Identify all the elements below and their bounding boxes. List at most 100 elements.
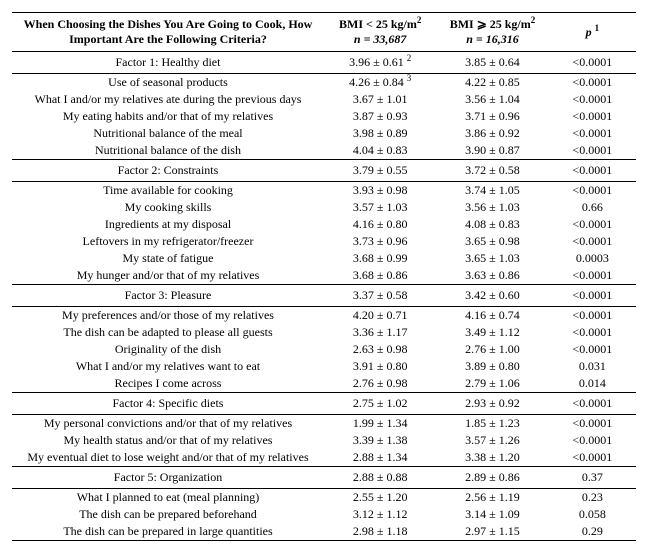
table-body: Factor 1: Healthy diet3.96 ± 0.61 23.85 … [12,52,636,541]
row-label: Time available for cooking [12,182,324,200]
table-row: What I planned to eat (meal planning) 2.5… [12,489,636,507]
factor-g1: 3.37 ± 0.58 [324,285,436,307]
table-row: The dish can be prepared beforehand3.12 … [12,506,636,523]
row-label: What I and/or my relatives want to eat [12,358,324,375]
criteria-table: When Choosing the Dishes You Are Going t… [12,12,636,541]
row-g1: 3.73 ± 0.96 [324,233,436,250]
row-g2: 3.89 ± 0.80 [436,358,548,375]
row-p: <0.0001 [549,415,636,433]
row-g1: 3.98 ± 0.89 [324,125,436,142]
row-p: <0.0001 [549,307,636,325]
header-group1-n: n = 33,687 [354,32,407,46]
row-g2: 4.22 ± 0.85 [436,74,548,92]
factor-row: Factor 1: Healthy diet3.96 ± 0.61 23.85 … [12,52,636,74]
row-p: <0.0001 [549,267,636,285]
factor-g2: 2.89 ± 0.86 [436,467,548,489]
row-g2: 3.57 ± 1.26 [436,432,548,449]
row-g1: 3.93 ± 0.98 [324,182,436,200]
row-g1: 3.36 ± 1.17 [324,324,436,341]
row-p: <0.0001 [549,324,636,341]
factor-row: Factor 2: Constraints3.79 ± 0.553.72 ± 0… [12,160,636,182]
row-p: <0.0001 [549,449,636,467]
table-row: Originality of the dish2.63 ± 0.982.76 ±… [12,341,636,358]
table-row: The dish can be prepared in large quanti… [12,523,636,541]
table-row: My preferences and/or those of my relati… [12,307,636,325]
row-label: My hunger and/or that of my relatives [12,267,324,285]
row-label: My personal convictions and/or that of m… [12,415,324,433]
table-row: My state of fatigue3.68 ± 0.993.65 ± 1.0… [12,250,636,267]
factor-name: Factor 3: Pleasure [12,285,324,307]
factor-name: Factor 2: Constraints [12,160,324,182]
table-row: Leftovers in my refrigerator/freezer3.73… [12,233,636,250]
row-p: 0.0003 [549,250,636,267]
row-p: <0.0001 [549,233,636,250]
row-p: 0.23 [549,489,636,507]
row-g1: 4.16 ± 0.80 [324,216,436,233]
row-g2: 3.38 ± 1.20 [436,449,548,467]
row-label: Ingredients at my disposal [12,216,324,233]
row-g2: 3.90 ± 0.87 [436,142,548,160]
header-group1-sq: 2 [417,15,422,25]
row-g1: 4.20 ± 0.71 [324,307,436,325]
row-g2: 2.56 ± 1.19 [436,489,548,507]
row-p: <0.0001 [549,341,636,358]
row-label: My cooking skills [12,199,324,216]
factor-row: Factor 4: Specific diets2.75 ± 1.022.93 … [12,393,636,415]
table-row: My cooking skills3.57 ± 1.033.56 ± 1.030… [12,199,636,216]
factor-g1: 2.88 ± 0.88 [324,467,436,489]
header-question: When Choosing the Dishes You Are Going t… [12,13,324,52]
row-g2: 3.74 ± 1.05 [436,182,548,200]
header-group1: BMI < 25 kg/m2 n = 33,687 [324,13,436,52]
header-group2-line1: BMI ⩾ 25 kg/m [450,17,531,31]
row-g1: 3.68 ± 0.99 [324,250,436,267]
factor-p: 0.37 [549,467,636,489]
row-p: <0.0001 [549,182,636,200]
row-p: <0.0001 [549,216,636,233]
row-p: 0.66 [549,199,636,216]
factor-p: <0.0001 [549,285,636,307]
row-label: Use of seasonal products [12,74,324,92]
row-g2: 3.14 ± 1.09 [436,506,548,523]
header-group2-sq: 2 [531,15,536,25]
table-row: My personal convictions and/or that of m… [12,415,636,433]
table-row: Use of seasonal products4.26 ± 0.84 34.2… [12,74,636,92]
row-label: Nutritional balance of the meal [12,125,324,142]
header-group2-n: n = 16,316 [466,32,519,46]
row-g2: 3.65 ± 0.98 [436,233,548,250]
row-g1: 3.39 ± 1.38 [324,432,436,449]
factor-name: Factor 5: Organization [12,467,324,489]
row-label: What I and/or my relatives ate during th… [12,91,324,108]
table-row: The dish can be adapted to please all gu… [12,324,636,341]
row-label: Originality of the dish [12,341,324,358]
factor-g1: 2.75 ± 1.02 [324,393,436,415]
row-g2: 3.56 ± 1.04 [436,91,548,108]
row-g1: 2.63 ± 0.98 [324,341,436,358]
header-question-text: When Choosing the Dishes You Are Going t… [24,17,313,46]
row-p: 0.29 [549,523,636,541]
row-g2: 4.08 ± 0.83 [436,216,548,233]
table-row: Ingredients at my disposal4.16 ± 0.804.0… [12,216,636,233]
factor-name: Factor 1: Healthy diet [12,52,324,74]
row-g2: 3.49 ± 1.12 [436,324,548,341]
row-label: My state of fatigue [12,250,324,267]
factor-row: Factor 5: Organization2.88 ± 0.882.89 ± … [12,467,636,489]
header-p-sup: 1 [595,23,600,33]
row-p: 0.014 [549,375,636,393]
row-g1: 3.12 ± 1.12 [324,506,436,523]
row-g2: 2.79 ± 1.06 [436,375,548,393]
factor-g2: 3.72 ± 0.58 [436,160,548,182]
row-label: The dish can be prepared beforehand [12,506,324,523]
row-g2: 4.16 ± 0.74 [436,307,548,325]
row-g1: 3.57 ± 1.03 [324,199,436,216]
row-label: Recipes I come across [12,375,324,393]
row-p: <0.0001 [549,74,636,92]
row-label: What I planned to eat (meal planning) [12,489,324,507]
table-row: Nutritional balance of the meal3.98 ± 0.… [12,125,636,142]
factor-g2: 2.93 ± 0.92 [436,393,548,415]
row-g1: 2.76 ± 0.98 [324,375,436,393]
header-group2: BMI ⩾ 25 kg/m2 n = 16,316 [436,13,548,52]
row-p: 0.058 [549,506,636,523]
row-g2: 3.86 ± 0.92 [436,125,548,142]
row-g2: 2.97 ± 1.15 [436,523,548,541]
factor-p: <0.0001 [549,52,636,74]
